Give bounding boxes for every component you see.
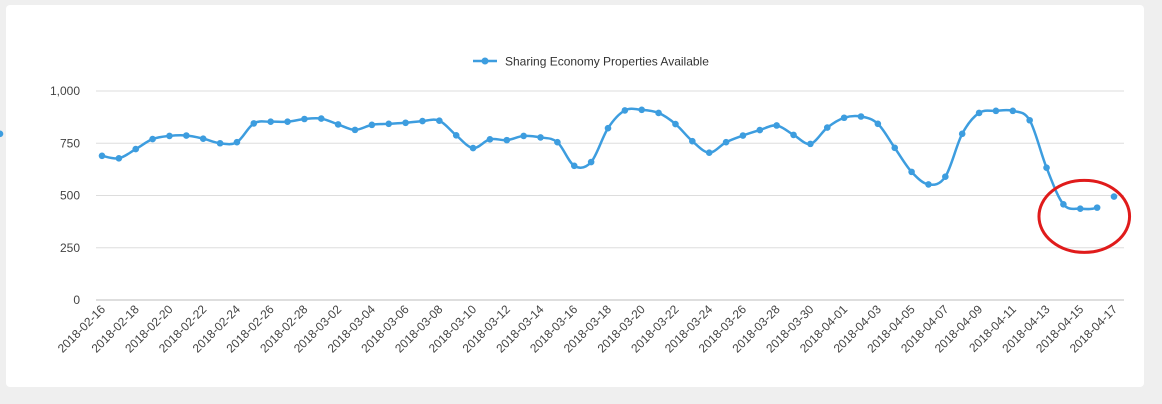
data-point[interactable] (1093, 204, 1101, 211)
data-point[interactable] (452, 132, 460, 139)
data-point[interactable] (486, 135, 494, 143)
data-point[interactable] (638, 106, 646, 114)
data-point[interactable] (267, 118, 274, 126)
data-point[interactable] (250, 120, 258, 127)
highlight-circle (1037, 178, 1132, 254)
data-point[interactable] (284, 118, 291, 126)
legend-dot-marker (481, 57, 489, 65)
data-point[interactable] (368, 121, 376, 129)
data-point[interactable] (419, 117, 426, 125)
data-point[interactable] (874, 120, 882, 128)
data-point[interactable] (1110, 193, 1118, 200)
legend-label: Sharing Economy Properties Available (505, 55, 709, 69)
data-point[interactable] (115, 154, 123, 162)
data-point[interactable] (840, 114, 848, 122)
data-point[interactable] (233, 138, 241, 146)
data-point[interactable] (790, 131, 797, 139)
y-tick-label: 750 (60, 136, 80, 150)
grid-lines (96, 90, 1124, 301)
data-point[interactable] (317, 115, 325, 122)
data-point[interactable] (0, 130, 4, 138)
data-point[interactable] (992, 107, 1000, 115)
data-point[interactable] (604, 124, 612, 132)
data-point[interactable] (216, 139, 224, 147)
x-axis: 2018-02-162018-02-182018-02-202018-02-22… (55, 302, 1121, 356)
data-point[interactable] (807, 140, 814, 148)
data-point[interactable] (1009, 107, 1017, 115)
data-point[interactable] (739, 132, 747, 139)
y-tick-label: 500 (60, 189, 80, 203)
data-point[interactable] (891, 144, 899, 152)
highlight-annotation (1037, 178, 1132, 254)
data-point[interactable] (773, 122, 780, 129)
data-point[interactable] (672, 120, 679, 128)
data-point[interactable] (385, 120, 393, 128)
data-point[interactable] (689, 137, 696, 145)
data-point[interactable] (857, 113, 865, 120)
data-point[interactable] (1060, 200, 1067, 208)
data-point[interactable] (537, 134, 544, 141)
series-line-group (0, 106, 1118, 212)
data-point[interactable] (1026, 116, 1033, 124)
data-point[interactable] (587, 158, 595, 166)
legend[interactable]: Sharing Economy Properties Available (473, 55, 709, 69)
data-point[interactable] (199, 135, 207, 142)
data-point[interactable] (1076, 205, 1084, 212)
data-point[interactable] (621, 107, 629, 114)
data-point[interactable] (1043, 164, 1050, 172)
data-point[interactable] (908, 168, 915, 176)
y-tick-label: 250 (60, 241, 80, 255)
data-point[interactable] (942, 173, 949, 180)
data-point[interactable] (554, 138, 561, 146)
data-point[interactable] (436, 117, 443, 124)
data-point[interactable] (166, 132, 173, 140)
data-point[interactable] (301, 115, 308, 123)
data-point[interactable] (334, 121, 342, 128)
data-point[interactable] (469, 144, 477, 152)
data-point[interactable] (705, 149, 713, 156)
data-point[interactable] (756, 126, 764, 134)
y-axis: 0 250 500 750 1,000 (50, 84, 80, 307)
data-point[interactable] (570, 162, 578, 170)
data-point[interactable] (183, 132, 190, 139)
data-point[interactable] (722, 138, 730, 146)
data-point[interactable] (655, 109, 662, 117)
data-point[interactable] (520, 132, 527, 140)
data-point[interactable] (149, 135, 156, 143)
data-point[interactable] (132, 145, 140, 153)
data-point[interactable] (975, 109, 983, 117)
data-point[interactable] (503, 136, 511, 144)
y-tick-label: 0 (73, 293, 80, 307)
data-point[interactable] (823, 124, 831, 131)
data-point[interactable] (402, 119, 409, 127)
data-point[interactable] (351, 126, 359, 134)
y-tick-label: 1,000 (50, 84, 80, 98)
data-point[interactable] (925, 181, 932, 188)
data-point[interactable] (98, 152, 106, 160)
data-point[interactable] (958, 130, 966, 138)
